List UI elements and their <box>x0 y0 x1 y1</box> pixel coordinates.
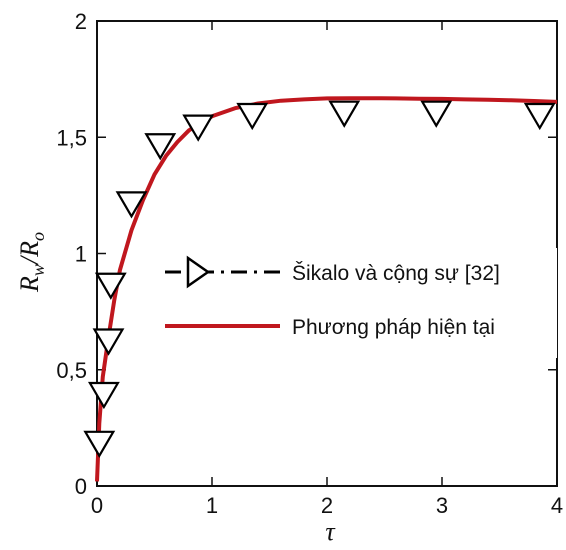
y-tick-label: 2 <box>75 9 87 34</box>
y-axis-title: Rw/Ro <box>15 232 48 293</box>
marker-point <box>144 133 177 161</box>
legend-background <box>165 248 557 358</box>
marker-point <box>523 102 556 131</box>
marker-point <box>92 328 125 356</box>
x-tick-label: 2 <box>321 493 333 518</box>
legend-marker-sikalo <box>186 255 211 289</box>
x-axis: 0 1 2 3 4 <box>91 21 563 518</box>
x-tick-label: 3 <box>436 493 448 518</box>
marker-point <box>83 430 116 459</box>
y-axis: 0 0,5 1 1,5 2 <box>56 9 557 499</box>
series-markers-group <box>83 100 556 459</box>
y-tick-label: 1,5 <box>56 125 87 150</box>
y-tick-label: 1 <box>75 242 87 267</box>
marker-point <box>87 381 120 410</box>
y-tick-label: 0,5 <box>56 358 87 383</box>
x-axis-title: τ <box>325 517 336 546</box>
marker-point <box>420 100 453 128</box>
x-tick-label: 1 <box>206 493 218 518</box>
x-tick-label: 0 <box>91 493 103 518</box>
marker-point <box>94 272 127 300</box>
legend-label-sikalo: Šikalo và cộng sự [32] <box>292 262 500 285</box>
marker-point <box>182 114 215 142</box>
legend-label-current: Phương pháp hiện tại <box>292 316 495 339</box>
y-tick-label: 0 <box>75 474 87 499</box>
marker-point <box>328 100 361 128</box>
x-tick-label: 4 <box>551 493 563 518</box>
legend: Šikalo và cộng sự [32] Phương pháp hiện … <box>165 248 557 358</box>
marker-point <box>236 102 269 131</box>
marker-point <box>115 191 148 219</box>
